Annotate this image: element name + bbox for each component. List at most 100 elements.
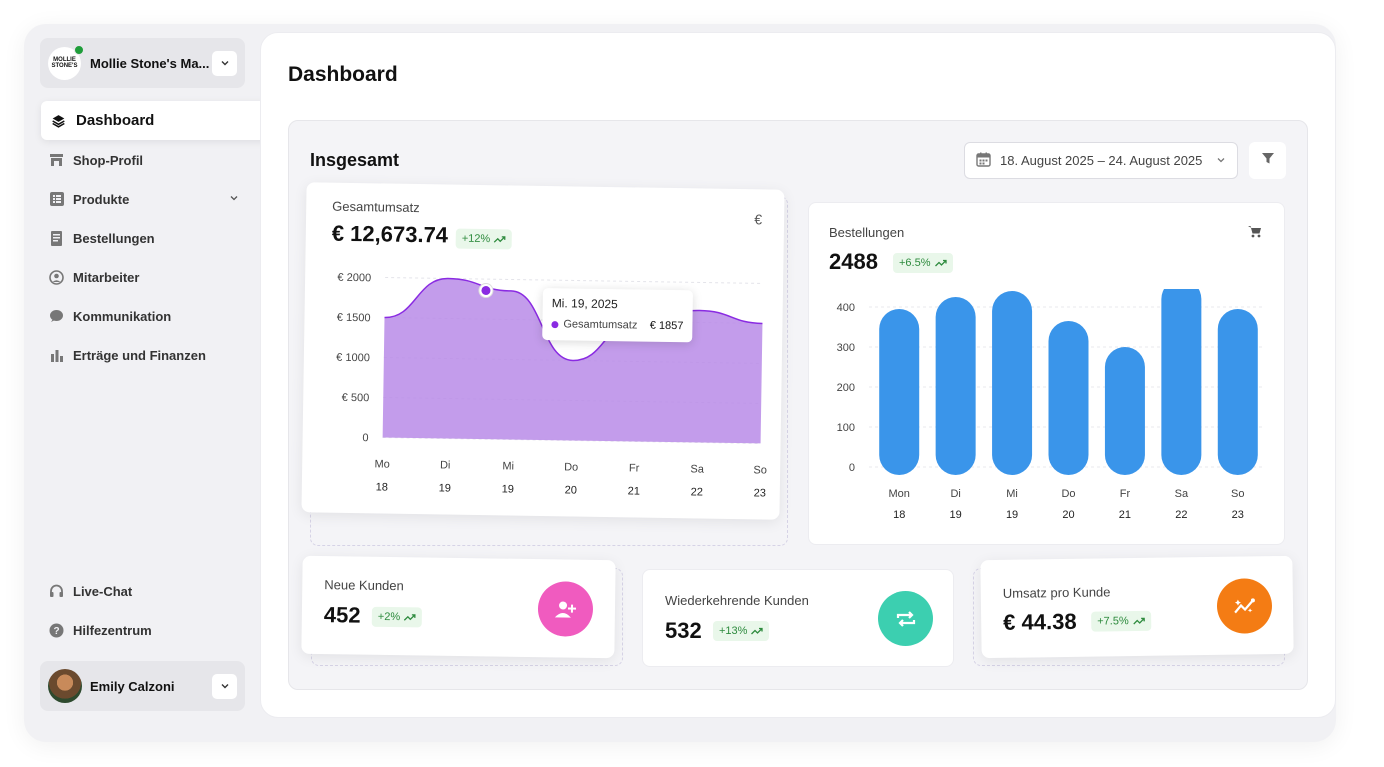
sidebar-item-label: Bestellungen: [73, 230, 155, 246]
badge-text: +12%: [461, 232, 491, 246]
x-tick-day: Di: [950, 488, 960, 500]
add-user-icon: [537, 581, 594, 637]
tooltip-date: Mi. 19, 2025: [551, 296, 618, 312]
new-customers-card: Neue Kunden 452 +2%: [301, 555, 616, 659]
receipt-icon: [49, 230, 64, 246]
page-title: Dashboard: [288, 63, 398, 86]
user-selector[interactable]: Emily Calzoni: [40, 661, 245, 711]
calendar-icon: [976, 152, 991, 170]
cart-icon: [1248, 225, 1262, 243]
rpc-badge: +7.5%: [1091, 610, 1151, 632]
bar: [992, 291, 1033, 475]
x-tick-day: Mi: [502, 460, 514, 472]
y-tick-label: 300: [837, 342, 855, 354]
x-tick-day: Di: [440, 459, 451, 471]
x-tick-day: Do: [1061, 488, 1075, 500]
sidebar-item-label: Mitarbeiter: [73, 269, 140, 285]
sidebar-item-kommunikation[interactable]: Kommunikation: [49, 306, 239, 326]
shop-logo-text: MOLLIE STONE'S: [51, 57, 78, 69]
shop-name: Mollie Stone's Ma...: [90, 55, 210, 71]
rpc-value: € 44.38: [1003, 608, 1077, 635]
revenue-label: Gesamtumsatz: [332, 198, 420, 216]
bar: [1104, 347, 1145, 475]
rpc-label: Umsatz pro Kunde: [1002, 584, 1111, 601]
x-tick-date: 23: [754, 487, 766, 499]
trend-up-icon: [751, 627, 764, 635]
x-tick-date: 19: [1006, 509, 1018, 521]
date-range-picker[interactable]: 18. August 2025 – 24. August 2025: [964, 142, 1238, 179]
highlight-point: [481, 286, 491, 296]
area-line: [384, 277, 763, 362]
chat-icon: [49, 309, 64, 324]
badge-text: +6.5%: [899, 257, 931, 269]
orders-bar-chart: 400 300 200 100 0 Mon 18 Di 19 Mi 19 Do 20 Fr 21 Sa 22 So…: [837, 289, 1264, 521]
x-tick-day: Sa: [1175, 488, 1189, 500]
chevron-down-icon[interactable]: [212, 50, 237, 76]
revenue-change-badge: +12%: [455, 228, 513, 250]
returning-customers-value: 532: [665, 618, 702, 643]
x-tick-date: 18: [893, 509, 905, 521]
y-tick-label: 200: [837, 382, 855, 394]
x-tick-date: 22: [691, 486, 703, 498]
headset-icon: [49, 584, 64, 599]
x-tick-date: 22: [1175, 509, 1187, 521]
revenue-per-customer-card: Umsatz pro Kunde € 44.38 +7.5%: [980, 555, 1294, 659]
y-tick-label: € 500: [342, 392, 370, 404]
layers-icon: [51, 113, 66, 128]
orders-change-badge: +6.5%: [893, 253, 953, 273]
date-range-label: 18. August 2025 – 24. August 2025: [1000, 153, 1203, 168]
chevron-down-icon[interactable]: [212, 673, 237, 699]
shop-selector[interactable]: MOLLIE STONE'S Mollie Stone's Ma...: [40, 38, 245, 88]
orders-label: Bestellungen: [829, 225, 905, 240]
orders-card: Bestellungen 2488 +6.5% 400 300 200 100 0 Mon…: [808, 202, 1285, 545]
x-tick-day: Mo: [374, 458, 389, 470]
sidebar-item-bestellungen[interactable]: Bestellungen: [49, 228, 239, 248]
bar: [879, 309, 920, 475]
online-status-dot: [74, 44, 84, 55]
help-icon: ?: [49, 623, 64, 638]
y-tick-label: € 1500: [337, 312, 371, 325]
x-tick-date: 19: [439, 482, 451, 494]
orders-value: 2488: [829, 249, 878, 274]
filter-icon: [1261, 151, 1275, 170]
revenue-value: € 12,673.74: [331, 220, 449, 248]
chevron-down-icon: [1216, 153, 1226, 168]
section-title: Insgesamt: [310, 150, 400, 170]
sidebar-item-label: Produkte: [73, 191, 130, 207]
x-tick-date: 18: [376, 481, 388, 493]
sidebar-item-label: Live-Chat: [73, 583, 133, 599]
returning-customers-card: Wiederkehrende Kunden 532 +13%: [642, 569, 954, 667]
y-tick-label: € 2000: [337, 272, 371, 285]
sidebar-item-dashboard[interactable]: Dashboard: [41, 101, 270, 140]
repeat-icon: [878, 591, 933, 646]
store-icon: [49, 153, 64, 168]
chevron-down-icon[interactable]: [229, 190, 239, 208]
tooltip-series: Gesamtumsatz: [563, 318, 638, 332]
sidebar-item-mitarbeiter[interactable]: Mitarbeiter: [49, 267, 239, 287]
sidebar-item-live-chat[interactable]: Live-Chat: [49, 581, 239, 601]
new-customers-value: 452: [323, 602, 361, 628]
sidebar-item-ertraege[interactable]: Erträge und Finanzen: [49, 345, 239, 365]
sidebar-item-label: Shop-Profil: [73, 152, 144, 168]
sidebar-item-hilfezentrum[interactable]: ? Hilfezentrum: [49, 620, 239, 640]
x-tick-day: Do: [564, 461, 578, 473]
sidebar-item-produkte[interactable]: Produkte: [49, 189, 239, 209]
x-tick-date: 21: [628, 485, 640, 497]
avatar: [48, 669, 82, 703]
y-tick-label: 100: [837, 422, 855, 434]
sidebar-item-label: Hilfezentrum: [73, 622, 152, 638]
returning-customers-label: Wiederkehrende Kunden: [665, 593, 809, 608]
tooltip-value: € 1857: [649, 319, 684, 333]
filter-button[interactable]: [1249, 142, 1286, 179]
y-tick-label: 400: [837, 302, 855, 314]
sidebar-item-shop-profil[interactable]: Shop-Profil: [49, 150, 239, 170]
bar-chart-icon: [49, 348, 64, 363]
bar: [1217, 309, 1258, 475]
y-tick-label: 0: [362, 432, 368, 444]
x-tick-day: Sa: [690, 463, 705, 475]
badge-text: +7.5%: [1097, 615, 1129, 628]
trend-up-icon: [934, 259, 947, 267]
shop-logo: MOLLIE STONE'S: [48, 44, 84, 80]
svg-text:?: ?: [53, 626, 59, 637]
sparkle-trend-icon: [1216, 578, 1273, 634]
